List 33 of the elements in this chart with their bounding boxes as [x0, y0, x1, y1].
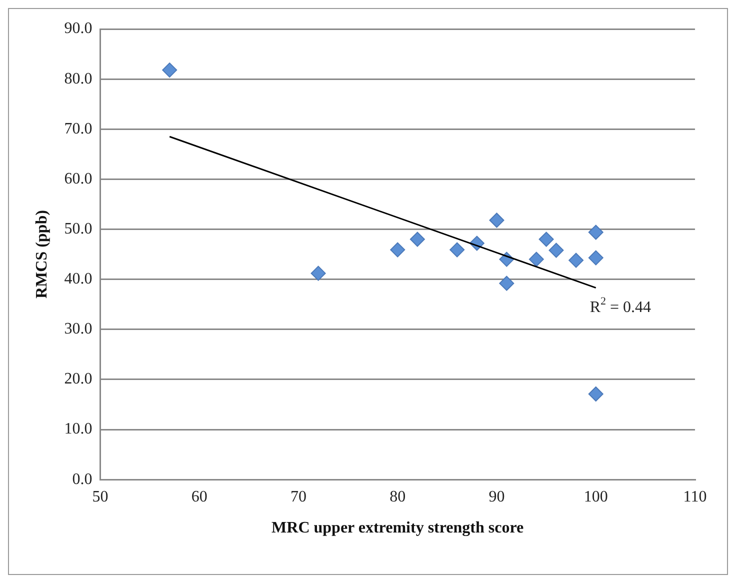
point	[162, 62, 178, 78]
x-tick-label: 80	[390, 488, 406, 506]
y-tick-label: 60.0	[64, 170, 92, 188]
x-tick-label: 110	[683, 488, 707, 506]
y-tick-label: 40.0	[64, 270, 92, 288]
x-tick-label: 100	[584, 488, 608, 506]
point	[489, 212, 504, 228]
y-tick-label: 70.0	[64, 120, 92, 138]
y-tick-label: 30.0	[64, 320, 92, 338]
point	[499, 276, 514, 291]
y-tick-label: 80.0	[64, 70, 92, 88]
point	[538, 232, 554, 247]
x-tick-label: 60	[191, 488, 208, 506]
point	[528, 252, 544, 267]
point	[588, 224, 604, 240]
point	[450, 242, 465, 258]
point	[588, 250, 604, 266]
x-axis-title: MRC upper extremity strength score	[272, 520, 524, 537]
x-tick-label: 70	[290, 488, 306, 506]
y-tick-label: 20.0	[64, 370, 92, 388]
point	[568, 252, 584, 268]
y-axis-title: RMCS (ppb)	[34, 210, 51, 299]
y-tick-label: 50.0	[64, 220, 92, 238]
y-tick-label: 10.0	[64, 420, 92, 438]
point	[390, 242, 406, 258]
x-tick-label: 90	[488, 488, 505, 506]
point	[588, 386, 604, 402]
y-tick-label: 90.0	[64, 20, 92, 38]
point	[548, 242, 564, 258]
x-tick-label: 50	[92, 488, 108, 506]
y-tick-label: 0.0	[72, 470, 92, 488]
point	[410, 232, 425, 247]
point	[310, 266, 326, 281]
